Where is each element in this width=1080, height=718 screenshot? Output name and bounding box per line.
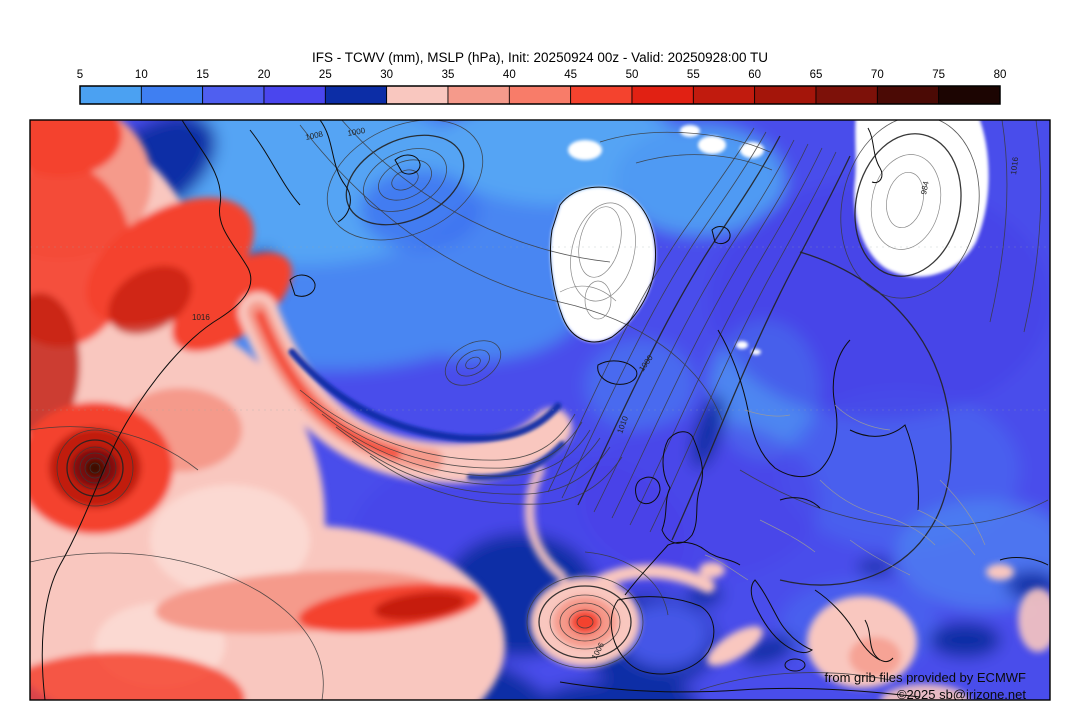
colorbar-tick: 80 [994, 69, 1007, 81]
coastlines [41, 120, 1049, 700]
graticule [30, 246, 1050, 411]
colorbar-segment [631, 85, 694, 105]
contour-label: 1000 [347, 126, 367, 138]
attribution-copyright: ©2025 sb@irizone.net [897, 687, 1026, 702]
colorbar-tick: 40 [503, 69, 516, 81]
colorbar-tick: 25 [319, 69, 332, 81]
colorbar-segment [386, 85, 449, 105]
colorbar-tick: 20 [258, 69, 271, 81]
map-art: 1016 1008 1000 984 1016 1006 1000 1010 f… [30, 120, 1050, 702]
colorbar-tick: 30 [380, 69, 393, 81]
colorbar-segment [140, 85, 204, 105]
dry-white-areas [550, 120, 989, 355]
contour-label: 1016 [1009, 156, 1020, 175]
colorbar-tick: 45 [564, 69, 577, 81]
colorbar-tick: 15 [196, 69, 209, 81]
colorbar-tick-labels: 5 10 15 20 25 30 35 40 45 50 55 60 65 70 75 80 [77, 69, 1007, 81]
contour-label: 1016 [192, 313, 210, 322]
colorbar-segment [324, 85, 388, 105]
colorbar-segment [938, 85, 1001, 105]
navy-fringes [288, 348, 565, 481]
colorbar-segment [692, 85, 756, 105]
country-borders [704, 404, 986, 581]
attribution-ecmwf: from grib files provided by ECMWF [824, 670, 1026, 685]
colorbar-segment [447, 85, 510, 105]
colorbar-frame [79, 85, 1001, 105]
colorbar-segment [508, 85, 572, 105]
colorbar-tick: 65 [810, 69, 823, 81]
mslp-contours [30, 120, 1049, 700]
colorbar-tick: 35 [442, 69, 455, 81]
colorbar-segment [815, 85, 878, 105]
colorbar-tick: 70 [871, 69, 884, 81]
colorbar-tick: 50 [626, 69, 639, 81]
colorbar-tick: 75 [932, 69, 945, 81]
colorbar-segment [79, 85, 142, 105]
colorbar-tick: 55 [687, 69, 700, 81]
colorbar-tick: 10 [135, 69, 148, 81]
colorbar-tick: 5 [77, 69, 83, 81]
map-frame [29, 119, 1051, 701]
colorbar-segment [570, 85, 633, 105]
tcwv-field-warm [30, 120, 1050, 700]
colorbar-segment [263, 85, 326, 105]
colorbar [79, 85, 1001, 105]
colorbar-tick: 60 [748, 69, 761, 81]
contour-label: 1008 [305, 129, 325, 142]
colorbar-segment [876, 85, 940, 105]
map-title: IFS - TCWV (mm), MSLP (hPa), Init: 20250… [312, 50, 768, 65]
colorbar-segment [754, 85, 817, 105]
colorbar-segment [202, 85, 265, 105]
contour-label: 984 [919, 180, 931, 195]
